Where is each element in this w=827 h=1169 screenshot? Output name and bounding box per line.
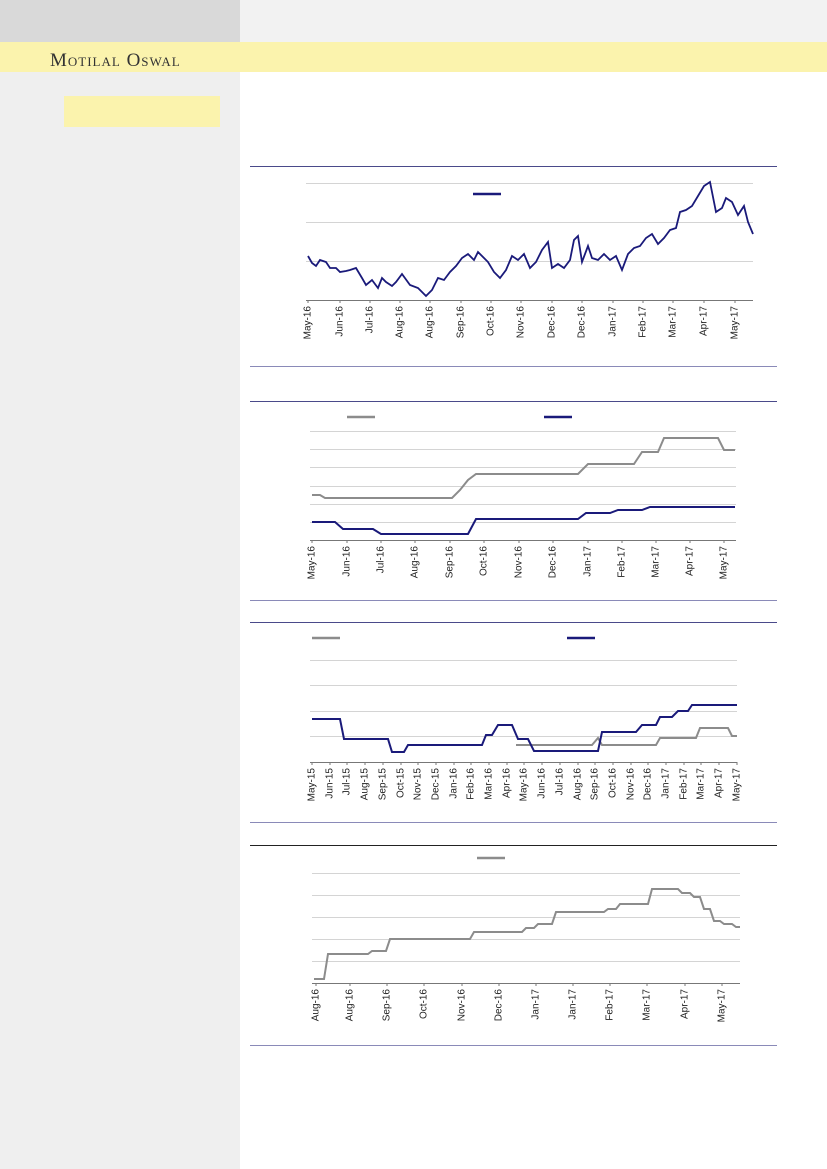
x-tick-label: Aug-16 xyxy=(345,989,356,1022)
x-tick-label: Jun-16 xyxy=(342,546,353,577)
x-tick-label: Jan-17 xyxy=(583,546,594,577)
line-series xyxy=(312,437,735,499)
x-tick-label: Dec-16 xyxy=(577,306,588,339)
side-column xyxy=(0,0,240,1169)
line-series xyxy=(314,888,740,980)
x-tick-label: Jun-16 xyxy=(335,306,346,337)
section-tag xyxy=(64,96,220,127)
x-tick-label: Nov-16 xyxy=(626,768,637,801)
x-tick-label: Aug-16 xyxy=(410,546,421,579)
x-tick-label: Jan-16 xyxy=(449,768,460,799)
x-tick-label: Mar-17 xyxy=(651,546,662,578)
x-tick-label: Sep-16 xyxy=(456,306,467,339)
separators xyxy=(250,166,777,1046)
x-tick-label: Oct-16 xyxy=(608,768,619,798)
x-tick-label: Apr-17 xyxy=(699,306,710,336)
x-tick-label: Dec-16 xyxy=(548,546,559,579)
x-tick-label: Dec-16 xyxy=(547,306,558,339)
x-tick-label: Oct-16 xyxy=(419,989,430,1019)
x-tick-label: Jun-16 xyxy=(537,768,548,799)
line-series xyxy=(307,180,754,298)
x-tick-label: May-17 xyxy=(730,306,741,340)
x-tick-label: Mar-17 xyxy=(642,989,653,1021)
header-band xyxy=(0,42,827,72)
x-tick-label: Mar-17 xyxy=(668,306,679,338)
x-tick-label: Apr-16 xyxy=(502,768,513,798)
x-tick-label: Dec-16 xyxy=(494,989,505,1022)
x-tick-label: May-16 xyxy=(303,306,314,340)
x-tick-label: Dec-16 xyxy=(643,768,654,801)
x-tick-label: May-17 xyxy=(717,989,728,1023)
line-series xyxy=(312,506,735,535)
top-bar-right xyxy=(240,0,827,42)
x-tick-label: Aug-16 xyxy=(311,989,322,1022)
x-tick-label: Mar-16 xyxy=(484,768,495,800)
x-tick-label: Mar-17 xyxy=(696,768,707,800)
x-tick-label: Aug-16 xyxy=(395,306,406,339)
x-tick-label: Sep-16 xyxy=(590,768,601,801)
x-tick-label: Apr-17 xyxy=(685,546,696,576)
x-tick-label: Apr-17 xyxy=(714,768,725,798)
x-tick-label: Sep-16 xyxy=(382,989,393,1022)
x-tick-label: Aug-16 xyxy=(573,768,584,801)
x-tick-label: Jan-17 xyxy=(568,989,579,1020)
x-tick-label: Sep-15 xyxy=(378,768,389,801)
x-tick-label: Jul-15 xyxy=(342,768,353,796)
x-tick-label: Aug-15 xyxy=(360,768,371,801)
x-tick-label: Nov-16 xyxy=(516,306,527,339)
line-series xyxy=(312,704,737,753)
x-tick-label: Jul-16 xyxy=(376,546,387,574)
x-tick-label: Sep-16 xyxy=(445,546,456,579)
x-tick-label: Nov-15 xyxy=(413,768,424,801)
x-tick-label: May-17 xyxy=(732,768,743,802)
x-tick-label: Oct-16 xyxy=(479,546,490,576)
x-tick-label: Nov-16 xyxy=(514,546,525,579)
x-tick-label: Jan-17 xyxy=(531,989,542,1020)
x-tick-label: Jul-16 xyxy=(365,306,376,334)
x-tick-label: Feb-17 xyxy=(638,306,649,338)
x-tick-label: Feb-17 xyxy=(605,989,616,1021)
x-tick-label: Oct-16 xyxy=(486,306,497,336)
x-tick-label: Jan-17 xyxy=(608,306,619,337)
x-tick-label: Jan-17 xyxy=(661,768,672,799)
line-series xyxy=(516,727,737,746)
x-tick-label: Aug-16 xyxy=(425,306,436,339)
x-tick-label: Feb-17 xyxy=(679,768,690,800)
x-tick-label: Jun-15 xyxy=(325,768,336,799)
x-tick-label: Apr-17 xyxy=(680,989,691,1019)
x-tick-label: Oct-15 xyxy=(396,768,407,798)
x-tick-label: Nov-16 xyxy=(457,989,468,1022)
x-tick-label: May-16 xyxy=(519,768,530,802)
x-tick-label: Feb-16 xyxy=(466,768,477,800)
x-tick-label: May-17 xyxy=(719,546,730,580)
x-tick-label: Dec-15 xyxy=(431,768,442,801)
x-tick-label: May-15 xyxy=(307,768,318,802)
brand: Motilal Oswal xyxy=(50,50,181,71)
x-tick-label: Feb-17 xyxy=(617,546,628,578)
x-tick-label: May-16 xyxy=(307,546,318,580)
top-bar-left xyxy=(0,0,240,42)
x-tick-label: Jul-16 xyxy=(555,768,566,796)
